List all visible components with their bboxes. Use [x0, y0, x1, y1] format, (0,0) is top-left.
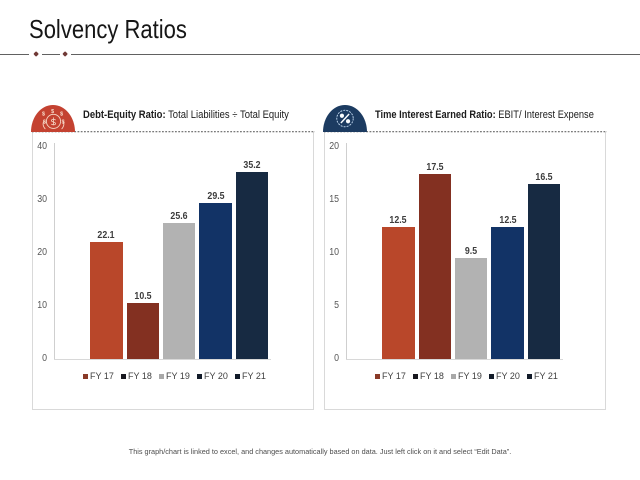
svg-text:$: $: [60, 111, 63, 117]
svg-text:$: $: [51, 108, 54, 114]
svg-text:$: $: [42, 111, 45, 117]
svg-text:$: $: [43, 119, 46, 125]
svg-text:$: $: [62, 119, 65, 125]
